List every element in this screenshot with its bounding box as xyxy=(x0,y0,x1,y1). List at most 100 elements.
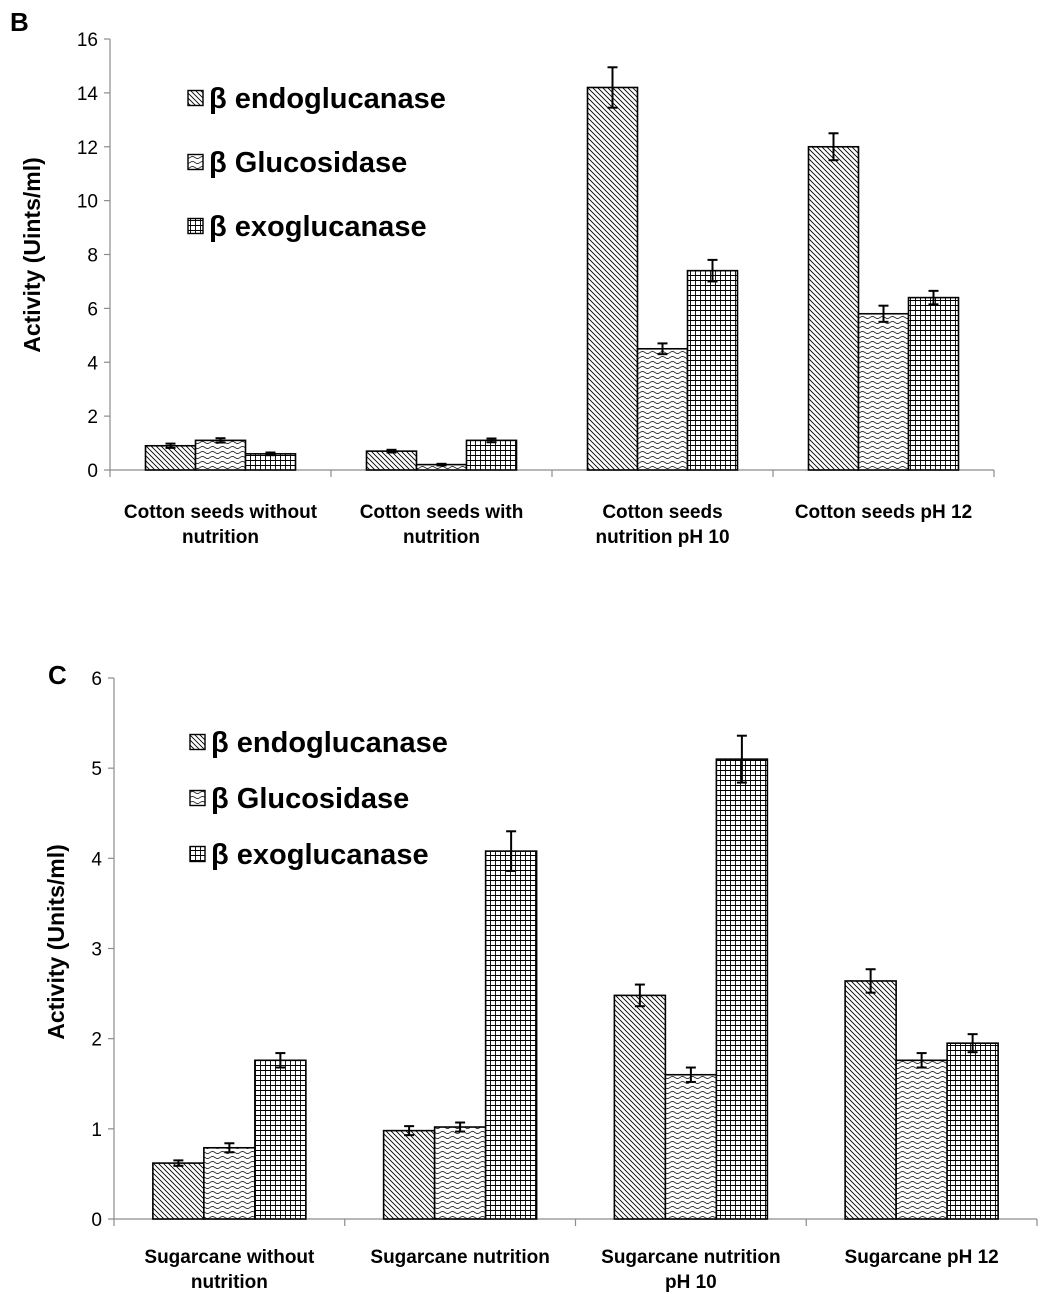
error-bar xyxy=(404,1125,415,1137)
y-tick-label: 0 xyxy=(91,1210,102,1231)
bar-exoglucanase xyxy=(946,1042,999,1220)
x-tick-label: Sugarcane nutrition xyxy=(370,1247,549,1268)
legend-label: β endoglucanase xyxy=(209,83,446,115)
error-bar xyxy=(707,258,718,283)
y-tick-label: 8 xyxy=(87,246,98,267)
legend-item-exoglucanase: β exoglucanase xyxy=(187,211,427,243)
error-bar xyxy=(436,462,447,467)
bar-exoglucanase xyxy=(484,850,538,1220)
error-bar xyxy=(386,448,397,454)
bar-exoglucanase xyxy=(465,439,518,471)
x-tick-label: Sugarcane nutrition pH 10 xyxy=(601,1247,780,1293)
bar-glucosidase xyxy=(636,347,689,471)
x-tick-label: Cotton seeds pH 12 xyxy=(795,502,972,523)
x-tick-label: Cotton seeds nutrition pH 10 xyxy=(595,502,729,548)
bar-glucosidase xyxy=(857,312,910,471)
bar-endoglucanase xyxy=(152,1162,205,1220)
panel-label: B xyxy=(10,7,29,37)
panel-label: C xyxy=(48,660,67,690)
bar-endoglucanase xyxy=(365,450,418,471)
legend-swatch xyxy=(189,789,206,807)
y-tick-label: 5 xyxy=(91,759,102,780)
bar-endoglucanase xyxy=(586,86,639,471)
bar-glucosidase xyxy=(194,439,247,471)
y-tick-label: 2 xyxy=(87,407,98,428)
legend-swatch xyxy=(187,153,204,171)
plot-area: 0 2 4 6 8 10 12 14 16 Cotton seeds without nutriti… xyxy=(77,30,995,548)
bar-endoglucanase xyxy=(844,980,897,1220)
legend-swatch xyxy=(187,89,204,107)
x-tick-label: Sugarcane pH 12 xyxy=(845,1247,999,1268)
error-bar xyxy=(607,66,618,109)
error-bar xyxy=(506,830,517,872)
error-bar xyxy=(215,437,226,444)
y-axis-title: Activity (Uints/ml) xyxy=(19,157,45,353)
bar-endoglucanase xyxy=(382,1129,436,1220)
legend-item-glucosidase: β Glucosidase xyxy=(189,783,409,815)
error-bar xyxy=(224,1142,235,1154)
bar-exoglucanase xyxy=(907,296,960,471)
error-bar xyxy=(173,1159,184,1167)
legend-item-exoglucanase: β exoglucanase xyxy=(189,839,429,871)
plot-area: 0 1 2 3 4 5 6 Sugarcane without nutrition Sugarca… xyxy=(91,669,1038,1293)
error-bar xyxy=(486,437,497,444)
chart-panel-b: B Activity (Uints/ml) 0 2 4 6 8 10 12 14 16 Cotto… xyxy=(10,7,995,548)
legend-label: β endoglucanase xyxy=(211,727,448,759)
legend: β endoglucanase β Glucosidase β exoglucana… xyxy=(189,727,448,871)
bar-glucosidase xyxy=(433,1126,487,1220)
error-bar xyxy=(275,1052,286,1069)
y-tick-label: 1 xyxy=(91,1120,102,1141)
x-tick-label: Cotton seeds without nutrition xyxy=(124,502,318,548)
error-bar xyxy=(455,1121,466,1133)
error-bar xyxy=(634,983,645,1008)
bar-glucosidase xyxy=(895,1059,948,1220)
bar-endoglucanase xyxy=(613,994,667,1220)
y-tick-label: 10 xyxy=(77,192,98,213)
legend-item-endoglucanase: β endoglucanase xyxy=(189,727,448,759)
y-tick-label: 6 xyxy=(87,299,98,320)
x-tick-label: Sugarcane without nutrition xyxy=(144,1247,315,1293)
y-tick-label: 4 xyxy=(91,849,102,870)
bar-exoglucanase xyxy=(244,453,297,471)
legend-swatch xyxy=(189,845,206,863)
error-bar xyxy=(878,304,889,323)
y-tick-label: 6 xyxy=(91,669,102,690)
bar-exoglucanase xyxy=(715,758,769,1220)
error-bar xyxy=(265,451,276,457)
bar-exoglucanase xyxy=(254,1059,307,1220)
bar-endoglucanase xyxy=(807,145,860,471)
error-bar xyxy=(657,342,668,356)
y-tick-label: 3 xyxy=(91,940,102,961)
chart-panel-c: C Activity (Units/ml) 0 1 2 3 4 5 6 Sugarcane w… xyxy=(43,660,1038,1293)
y-tick-label: 0 xyxy=(87,461,98,482)
error-bar xyxy=(967,1033,978,1054)
y-tick-label: 2 xyxy=(91,1030,102,1051)
legend-label: β exoglucanase xyxy=(209,211,427,243)
error-bar xyxy=(736,734,747,784)
error-bar xyxy=(165,442,176,449)
legend-label: β Glucosidase xyxy=(211,783,409,815)
legend-item-glucosidase: β Glucosidase xyxy=(187,147,407,179)
y-tick-label: 16 xyxy=(77,30,98,51)
legend-item-endoglucanase: β endoglucanase xyxy=(187,83,446,115)
error-bar xyxy=(828,132,839,162)
legend: β endoglucanase β Glucosidase β exoglucana… xyxy=(187,83,446,243)
error-bar xyxy=(685,1066,696,1083)
y-tick-label: 14 xyxy=(77,84,99,105)
legend-swatch xyxy=(187,217,204,235)
y-axis-title: Activity (Units/ml) xyxy=(43,844,69,1040)
bar-exoglucanase xyxy=(686,269,739,471)
error-bar xyxy=(865,968,876,994)
y-tick-label: 4 xyxy=(87,353,98,374)
bar-glucosidase xyxy=(203,1146,256,1220)
legend-label: β exoglucanase xyxy=(211,839,429,871)
error-bar xyxy=(928,289,939,306)
y-tick-label: 12 xyxy=(77,138,98,159)
bar-endoglucanase xyxy=(144,444,197,471)
x-tick-label: Cotton seeds with nutrition xyxy=(360,502,524,548)
legend-swatch xyxy=(189,733,206,751)
legend-label: β Glucosidase xyxy=(209,147,407,179)
error-bar xyxy=(916,1052,927,1069)
bar-glucosidase xyxy=(664,1073,718,1220)
